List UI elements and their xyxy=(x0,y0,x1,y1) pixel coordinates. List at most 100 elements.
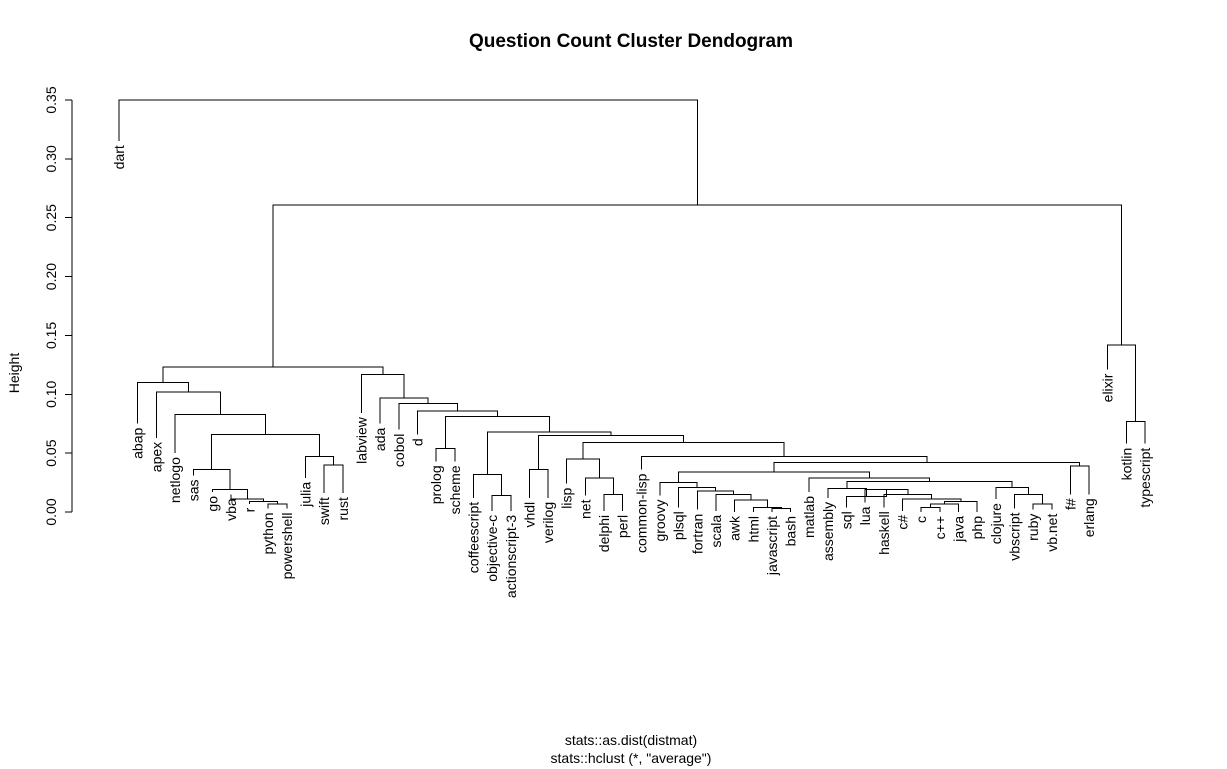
leaf-label: r xyxy=(242,507,258,512)
merge-link xyxy=(118,99,698,205)
merge-link xyxy=(582,442,785,460)
leaf-label: c# xyxy=(895,515,911,530)
y-tick-label: 0.20 xyxy=(43,263,59,290)
merge-link xyxy=(249,500,279,504)
leaf-label: d xyxy=(409,438,425,446)
merge-link xyxy=(929,503,959,512)
y-axis-label: Height xyxy=(6,353,22,394)
merge-link xyxy=(435,447,456,462)
leaf-label: typescript xyxy=(1137,448,1153,508)
merge-link xyxy=(193,469,231,490)
merge-link xyxy=(603,493,624,511)
merge-link xyxy=(566,458,600,484)
merge-link xyxy=(155,391,221,438)
y-tick-label: 0.15 xyxy=(43,322,59,349)
merge-link xyxy=(883,493,933,508)
leaf-label: python xyxy=(260,512,276,554)
leaf-label: prolog xyxy=(428,465,444,504)
leaf-label: erlang xyxy=(1081,498,1097,537)
leaf-label: rust xyxy=(335,497,351,520)
leaf-label: perl xyxy=(615,515,631,538)
leaf-label: sas xyxy=(186,480,202,502)
merge-link xyxy=(1069,465,1090,495)
leaf-label: plsql xyxy=(671,511,687,540)
leaf-label: elixir xyxy=(1100,373,1116,402)
leaf-label: kotlin xyxy=(1118,448,1134,481)
merge-link xyxy=(267,503,288,509)
leaf-label: go xyxy=(204,496,220,512)
leaf-label: net xyxy=(577,499,593,519)
leaf-label: matlab xyxy=(801,496,817,538)
merge-link xyxy=(174,413,267,454)
merge-link xyxy=(538,434,685,470)
merge-link xyxy=(528,469,549,498)
leaf-label: bash xyxy=(783,516,799,546)
leaf-label: php xyxy=(969,516,985,540)
merge-link xyxy=(1125,420,1146,444)
merge-link xyxy=(678,471,870,483)
y-tick-label: 0.35 xyxy=(43,86,59,113)
leaf-label: apex xyxy=(148,442,164,472)
leaf-label: clojure xyxy=(988,503,1004,544)
merge-link xyxy=(584,477,614,496)
leaf-label: groovy xyxy=(652,500,668,542)
leaf-label: scheme xyxy=(447,465,463,514)
leaf-label: objective-c xyxy=(484,515,500,582)
merge-link xyxy=(305,456,335,478)
merge-link xyxy=(416,410,498,435)
leaf-label: netlogo xyxy=(167,457,183,503)
leaf-label: powershell xyxy=(279,512,295,579)
merge-link xyxy=(773,462,1081,472)
leaf-label: html xyxy=(745,516,761,542)
merge-link xyxy=(486,431,612,475)
merge-link xyxy=(472,473,502,498)
merge-link xyxy=(846,480,1013,489)
leaf-label: assembly xyxy=(820,502,836,561)
leaf-label: ruby xyxy=(1025,514,1041,541)
leaf-label: vb.net xyxy=(1044,514,1060,552)
dendrogram-links xyxy=(118,99,1146,512)
leaf-label: c++ xyxy=(932,516,948,539)
merge-link xyxy=(715,493,752,511)
leaf-label: haskell xyxy=(876,511,892,555)
merge-link xyxy=(1013,493,1043,509)
merge-link xyxy=(444,416,550,449)
chart-title: Question Count Cluster Dendogram xyxy=(469,31,793,52)
merge-link xyxy=(864,489,909,503)
leaf-label: vba xyxy=(223,498,239,521)
merge-link xyxy=(491,495,512,511)
merge-link xyxy=(696,490,734,510)
merge-link xyxy=(640,456,928,470)
merge-link xyxy=(211,433,321,470)
leaf-label: common-lisp xyxy=(633,473,649,553)
y-tick-label: 0.00 xyxy=(43,498,59,525)
leaf-label: scala xyxy=(708,515,724,548)
y-axis: 0.00 0.05 0.10 0.15 0.20 0.25 0.30 0.35 xyxy=(43,86,73,526)
x-axis-label-line2: stats::hclust (*, "average") xyxy=(551,750,712,766)
y-tick-label: 0.30 xyxy=(43,145,59,172)
merge-link xyxy=(902,498,962,511)
x-axis-label-line1: stats::as.dist(distmat) xyxy=(565,732,697,748)
leaf-label: delphi xyxy=(596,515,612,552)
leaf-label: verilog xyxy=(540,502,556,543)
merge-link xyxy=(1032,503,1053,510)
merge-link xyxy=(272,204,1123,368)
leaf-label: actionscript-3 xyxy=(503,515,519,598)
leaf-label: julia xyxy=(298,482,314,508)
merge-link xyxy=(137,382,189,424)
merge-link xyxy=(398,403,458,430)
y-tick-label: 0.25 xyxy=(43,204,59,231)
leaf-label: fortran xyxy=(689,514,705,554)
merge-link xyxy=(808,477,931,492)
leaf-label: coffeescript xyxy=(465,502,481,573)
merge-link xyxy=(323,464,344,494)
merge-link xyxy=(920,506,941,512)
leaf-label: sql xyxy=(839,511,855,529)
merge-link xyxy=(162,366,384,383)
leaf-label: c xyxy=(913,516,929,523)
merge-link xyxy=(943,500,978,512)
leaf-label: cobol xyxy=(391,434,407,467)
leaf-label: ada xyxy=(372,428,388,452)
